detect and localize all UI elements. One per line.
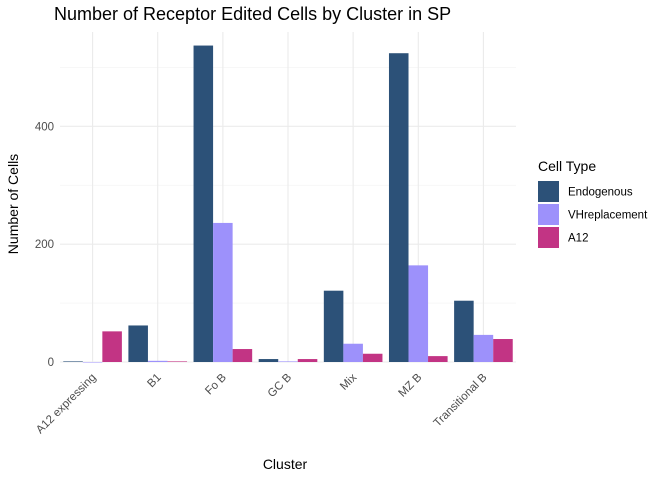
x-axis-title: Cluster: [263, 456, 308, 472]
x-tick-label: GC B: [266, 371, 295, 400]
legend-key: [538, 227, 559, 248]
bars: [63, 45, 513, 363]
bar: [63, 361, 83, 362]
chart-title: Number of Receptor Edited Cells by Clust…: [54, 4, 451, 24]
bar: [128, 325, 148, 362]
bar: [388, 53, 409, 362]
x-tick-label: Mix: [338, 371, 359, 392]
bar: [102, 331, 122, 362]
x-tick-label: Transitional B: [432, 371, 490, 429]
y-tick-label: 200: [35, 239, 54, 251]
x-tick-label: Fo B: [203, 371, 229, 397]
legend-label: Endogenous: [568, 187, 633, 199]
bar: [147, 360, 168, 362]
bar: [258, 359, 279, 362]
bar: [428, 356, 448, 362]
bar: [323, 290, 344, 362]
bar: [362, 353, 383, 362]
bar: [193, 45, 214, 363]
bar: [408, 265, 429, 362]
bar: [213, 222, 233, 362]
legend-title: Cell Type: [538, 158, 596, 174]
bar: [473, 334, 494, 362]
bar: [82, 362, 103, 363]
bar: [232, 349, 253, 362]
y-axis-ticks: 0 200 400: [35, 121, 54, 369]
y-axis-title: Number of Cells: [5, 154, 21, 254]
bar: [167, 361, 188, 362]
bar: [493, 339, 513, 362]
legend-key: [538, 181, 559, 202]
bar: [297, 359, 318, 362]
legend-key: [538, 204, 559, 225]
bar: [454, 300, 474, 362]
y-tick-label: 0: [48, 357, 54, 369]
x-axis-ticks: A12 expressing B1 Fo B GC B Mix MZ B Transitio…: [34, 371, 490, 436]
x-tick-label: MZ B: [396, 371, 424, 399]
y-tick-label: 400: [35, 121, 54, 133]
bar: [343, 343, 363, 362]
x-tick-label: A12 expressing: [34, 372, 99, 437]
legend-label: A12: [568, 233, 588, 245]
gridlines: [60, 32, 516, 363]
x-tick-label: B1: [145, 372, 163, 390]
bar: [278, 361, 298, 362]
legend: Cell Type Endogenous VHreplacement A12: [538, 158, 648, 248]
legend-label: VHreplacement: [568, 210, 648, 222]
